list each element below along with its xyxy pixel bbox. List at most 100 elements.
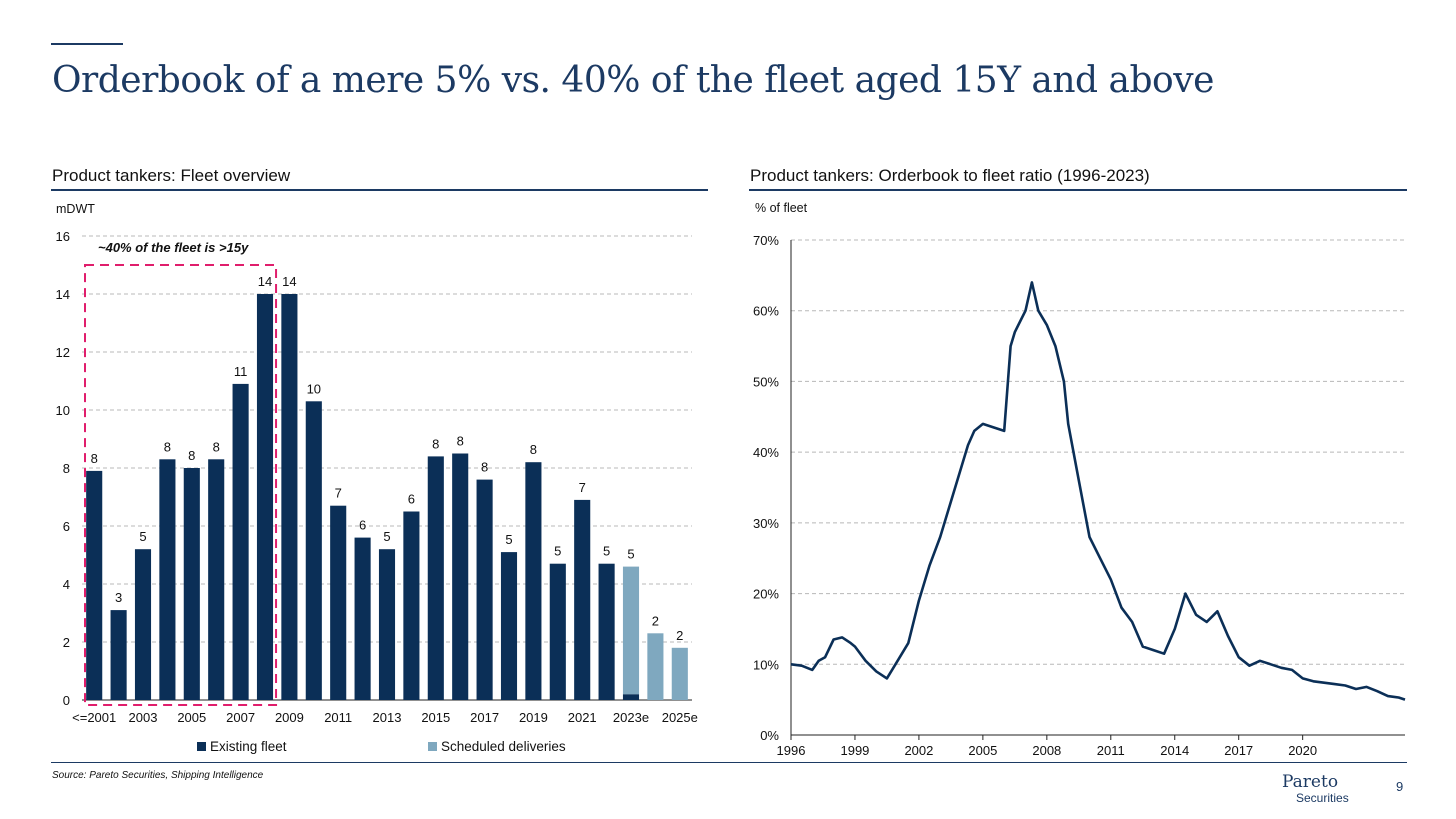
legend-scheduled-deliveries: Scheduled deliveries: [428, 739, 566, 754]
bar-y-tick-label: 2: [63, 635, 70, 650]
bar-existing-2012: [354, 537, 371, 700]
bar-data-label: 5: [554, 544, 561, 559]
bar-data-label: 10: [307, 381, 321, 396]
bar-data-label: 8: [213, 439, 220, 454]
bar-existing-2017: [476, 479, 493, 700]
bar-existing-2009: [281, 294, 298, 700]
bar-existing-2007: [232, 383, 249, 700]
bar-existing-2013: [378, 549, 396, 700]
right-chart-title-rule: [749, 189, 1407, 191]
legend-label-scheduled: Scheduled deliveries: [441, 739, 566, 754]
line-y-tick-label: 30%: [753, 516, 779, 531]
bar-data-label: 5: [383, 529, 390, 544]
bar-y-tick-label: 14: [56, 287, 70, 302]
line-chart-gridlines: [790, 239, 1405, 736]
bar-x-tick-label: 2005: [177, 710, 206, 725]
right-chart-title: Product tankers: Orderbook to fleet rati…: [750, 166, 1150, 185]
age-highlight-annotation: ~40% of the fleet is >15y: [98, 240, 249, 255]
bar-existing-2011: [330, 505, 347, 700]
bar-existing-2010: [305, 401, 322, 700]
bar-data-label: 8: [432, 436, 439, 451]
bar-data-label: 8: [91, 451, 98, 466]
line-y-tick-label: 60%: [753, 304, 779, 319]
bar-y-tick-label: 10: [56, 403, 70, 418]
bar-data-label: 6: [359, 518, 366, 533]
bar-x-tick-label: 2013: [373, 710, 402, 725]
bar-data-label: 8: [457, 434, 464, 449]
bar-data-label: 2: [676, 628, 683, 643]
right-chart-unit: % of fleet: [755, 201, 808, 215]
left-chart-title-rule: [51, 189, 708, 191]
bar-data-label: 6: [408, 492, 415, 507]
bar-data-label: 5: [603, 544, 610, 559]
bar-existing-2005: [183, 468, 200, 700]
legend-swatch-existing: [197, 742, 206, 751]
bar-existing-2022: [598, 563, 615, 700]
bar-chart-bars: [86, 294, 688, 700]
bar-existing-2020: [549, 563, 566, 700]
bar-scheduled-2025e: [671, 647, 688, 700]
bar-data-label: 2: [652, 613, 659, 628]
bar-existing-2003: [134, 549, 152, 700]
bar-data-label: 7: [579, 480, 586, 495]
line-y-tick-label: 20%: [753, 587, 779, 602]
legend-existing-fleet: Existing fleet: [197, 739, 287, 754]
line-x-tick-label: 1999: [840, 743, 869, 758]
bar-scheduled-2023e: [622, 566, 640, 695]
bar-x-tick-label: <=2001: [72, 710, 116, 725]
line-chart-x-axis: 1996 1999 2002 2005 2008 2011 2014 2017 2020: [777, 735, 1317, 758]
bar-y-tick-label: 16: [56, 229, 70, 244]
bar-data-label: 11: [234, 364, 248, 379]
bar-y-tick-label: 6: [63, 519, 70, 534]
line-x-tick-label: 2005: [968, 743, 997, 758]
bar-data-label: 8: [164, 439, 171, 454]
left-chart-title: Product tankers: Fleet overview: [52, 166, 291, 185]
bar-x-tick-label: 2009: [275, 710, 304, 725]
bar-existing-2004: [159, 459, 176, 700]
bar-existing-2018: [500, 552, 518, 700]
bar-chart-data-labels: 8 3 5 8 8 8 11 14 14 10 7 6 5 6 8 8 8 5 8 5 7 5 5 2 2: [91, 274, 684, 643]
bar-x-tick-label: 2011: [324, 710, 352, 725]
bar-existing-2015: [427, 456, 444, 700]
legend-swatch-scheduled: [428, 742, 437, 751]
page-title: Orderbook of a mere 5% vs. 40% of the fl…: [52, 60, 1214, 101]
bar-data-label: 5: [505, 532, 512, 547]
title-accent-rule: [51, 43, 123, 45]
line-y-tick-label: 70%: [753, 233, 779, 248]
bar-y-tick-label: 8: [63, 461, 70, 476]
bar-existing-2014: [403, 511, 420, 700]
bar-x-tick-label: 2017: [470, 710, 499, 725]
bar-data-label: 8: [530, 442, 537, 457]
line-x-tick-label: 2014: [1160, 743, 1189, 758]
bar-chart-y-axis: 0 2 4 6 8 10 12 14 16: [56, 229, 70, 708]
bar-data-label: 14: [282, 274, 296, 289]
bar-y-tick-label: 0: [63, 693, 70, 708]
bar-x-tick-label: 2007: [226, 710, 255, 725]
bar-existing-2021: [574, 499, 591, 700]
pareto-logo: Pareto Securities: [1282, 772, 1349, 805]
left-chart-unit: mDWT: [56, 202, 95, 216]
orderbook-ratio-line: [790, 281, 1406, 701]
bar-existing-2006: [208, 459, 225, 700]
bar-x-tick-label: 2021: [568, 710, 597, 725]
line-x-tick-label: 1996: [777, 743, 806, 758]
line-x-tick-label: 2008: [1032, 743, 1061, 758]
line-y-tick-label: 10%: [753, 657, 779, 672]
bar-existing-<=2001: [86, 470, 103, 700]
bar-x-tick-label: 2025e: [662, 710, 698, 725]
bar-data-label: 3: [115, 590, 122, 605]
bar-x-tick-label: 2019: [519, 710, 548, 725]
bar-scheduled-2024e: [647, 633, 664, 700]
age-highlight-box: [84, 264, 278, 706]
logo-wordmark: Pareto: [1282, 772, 1339, 792]
source-note: Source: Pareto Securities, Shipping Inte…: [52, 770, 264, 781]
legend-label-existing: Existing fleet: [210, 739, 287, 754]
page-number: 9: [1396, 779, 1404, 794]
line-x-tick-label: 2011: [1097, 743, 1125, 758]
bar-data-label: 14: [258, 274, 272, 289]
footer-rule: [51, 762, 1407, 763]
bar-existing-2002: [110, 610, 127, 700]
line-y-tick-label: 40%: [753, 445, 779, 460]
